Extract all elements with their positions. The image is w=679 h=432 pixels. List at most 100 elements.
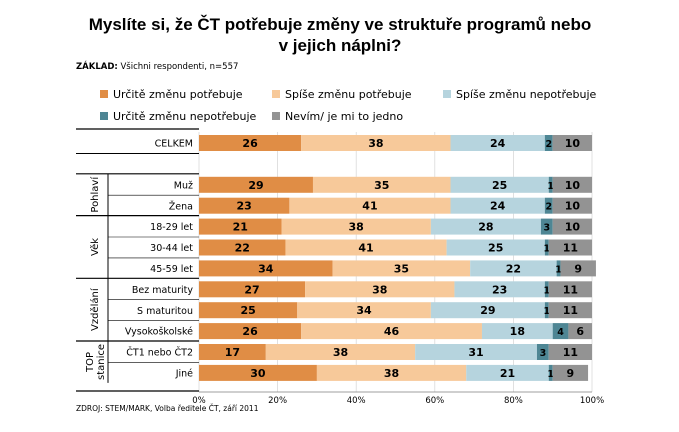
legend-label: Spíše změnu potřebuje (285, 88, 412, 101)
bar-zena-s1 (289, 197, 451, 214)
legend-label: Určitě změnu nepotřebuje (113, 110, 257, 123)
bar-jine-s1 (316, 364, 467, 381)
data-label-30-44-let-s4: 11 (563, 242, 578, 255)
data-label-jine-s1: 38 (384, 367, 399, 380)
data-label-muz-s0: 29 (248, 179, 263, 192)
bar-s-maturitou-s2 (430, 302, 545, 319)
data-label-45-59-let-s0: 34 (258, 262, 274, 275)
data-label-celkem-s1: 38 (368, 137, 383, 150)
x-tick-label: 0% (192, 396, 206, 406)
legend-label: Určitě změnu potřebuje (113, 88, 243, 101)
bar-30-44-let-s1 (285, 239, 447, 256)
bar-30-44-let-s0 (199, 239, 286, 256)
data-label-bez-maturity-s4: 11 (563, 283, 578, 296)
data-label-vysokoskolske-s4: 6 (576, 325, 584, 338)
bar-s-maturitou-s1 (297, 302, 431, 319)
group-label-pohlavi: Pohlaví (89, 176, 101, 213)
legend-item-spise-nepotrebuje: Spíše změnu nepotřebuje (443, 88, 596, 101)
legend-item-spise-potrebuje: Spíše změnu potřebuje (272, 88, 412, 101)
data-label-vysokoskolske-s2: 18 (510, 325, 525, 338)
row-label-jine: Jiné (175, 369, 193, 380)
row-label-30-44-let: 30-44 let (150, 243, 193, 254)
bar-jine-s4 (552, 364, 589, 381)
bar-ct1-nebo-ct2-s1 (265, 344, 416, 360)
data-label-ct1-nebo-ct2-s3: 3 (540, 348, 547, 359)
legend-item-urcite-nepotrebuje: Určitě změnu nepotřebuje (100, 110, 256, 123)
group-label-word: TOP (85, 352, 96, 373)
data-label-s-maturitou-s1: 34 (356, 304, 372, 317)
data-label-vysokoskolske-s1: 46 (384, 325, 400, 338)
data-label-30-44-let-s3: 1 (543, 244, 550, 255)
bar-18-29-let-s0 (199, 218, 282, 235)
row-label-zena: Žena (169, 200, 193, 212)
bar-jine-s3 (548, 364, 553, 381)
data-label-18-29-let-s3: 3 (543, 223, 550, 234)
bar-30-44-let-s2 (446, 239, 545, 256)
data-label-jine-s2: 21 (500, 367, 515, 380)
data-label-ct1-nebo-ct2-s4: 11 (563, 346, 578, 359)
data-label-ct1-nebo-ct2-s1: 38 (333, 346, 348, 359)
data-label-zena-s1: 41 (362, 200, 377, 213)
legend-label: Nevím/ je mi to jedno (285, 110, 404, 123)
bar-s-maturitou-s3 (544, 302, 549, 319)
bar-45-59-let-s3 (556, 260, 561, 277)
x-tick-label: 40% (347, 396, 366, 406)
legend-swatch (272, 112, 280, 120)
bar-45-59-let-s4 (560, 260, 596, 277)
data-label-18-29-let-s4: 10 (565, 221, 581, 234)
legend-swatch (100, 112, 108, 120)
data-label-celkem-s4: 10 (565, 137, 581, 150)
x-tick-label: 60% (425, 396, 444, 406)
row-label-18-29-let: 18-29 let (150, 222, 193, 233)
bar-45-59-let-s0 (199, 260, 333, 277)
data-label-45-59-let-s3: 1 (555, 264, 562, 275)
data-label-vysokoskolske-s3: 4 (557, 327, 564, 338)
bar-zena-s4 (552, 197, 592, 214)
data-label-ct1-nebo-ct2-s2: 31 (468, 346, 483, 359)
bar-bez-maturity-s4 (548, 281, 592, 298)
legend-item-urcite-potrebuje: Určitě změnu potřebuje (100, 88, 243, 101)
data-label-45-59-let-s4: 9 (574, 262, 582, 275)
row-label-vysokoskolske: Vysokoškolské (125, 327, 193, 338)
legend-swatch (443, 90, 451, 98)
data-label-muz-s2: 25 (492, 179, 507, 192)
source-note: ZDROJ: STEM/MARK, Volba ředitele ČT, zář… (76, 404, 259, 413)
group-label-word: stanice (96, 344, 107, 380)
data-label-18-29-let-s1: 38 (349, 221, 364, 234)
data-label-muz-s3: 1 (547, 181, 554, 192)
x-tick-label: 20% (268, 396, 287, 406)
legend-swatch (272, 90, 280, 98)
data-label-vysokoskolske-s0: 26 (242, 325, 258, 338)
bar-celkem-s0 (199, 135, 302, 151)
chart-title-line-1: Myslíte si, že ČT potřebuje změny ve str… (88, 15, 592, 34)
bar-zena-s2 (450, 197, 545, 214)
bar-jine-s0 (199, 364, 317, 381)
data-label-45-59-let-s2: 22 (506, 262, 521, 275)
bar-ct1-nebo-ct2-s4 (548, 344, 592, 360)
data-label-bez-maturity-s2: 23 (492, 283, 507, 296)
bar-18-29-let-s3 (540, 218, 553, 235)
data-label-muz-s1: 35 (374, 179, 389, 192)
group-label-vzdelani: Vzdělání (89, 287, 101, 331)
bar-celkem-s2 (450, 135, 545, 151)
row-label-ct1-nebo-ct2: ČT1 nebo ČT2 (126, 347, 193, 359)
bar-celkem-s3 (544, 135, 553, 151)
group-label-vek: Věk (89, 238, 101, 256)
data-label-ct1-nebo-ct2-s0: 17 (225, 346, 240, 359)
data-label-18-29-let-s0: 21 (233, 221, 248, 234)
bar-jine-s2 (466, 364, 549, 381)
data-label-zena-s0: 23 (237, 200, 252, 213)
group-label-top-stanice: TOPstanice (85, 344, 107, 380)
legend-swatch (100, 90, 108, 98)
bar-vysokoskolske-s0 (199, 323, 302, 340)
bar-vysokoskolske-s2 (481, 323, 553, 340)
bar-30-44-let-s4 (548, 239, 592, 256)
chart-title: Myslíte si, že ČT potřebuje změny ve str… (40, 14, 640, 56)
bar-30-44-let-s3 (544, 239, 549, 256)
data-label-celkem-s0: 26 (242, 137, 258, 150)
data-label-jine-s4: 9 (567, 367, 575, 380)
data-label-s-maturitou-s2: 29 (480, 304, 495, 317)
bar-muz-s2 (450, 176, 549, 193)
row-label-muz: Muž (174, 180, 193, 191)
row-label-celkem: CELKEM (155, 139, 193, 150)
